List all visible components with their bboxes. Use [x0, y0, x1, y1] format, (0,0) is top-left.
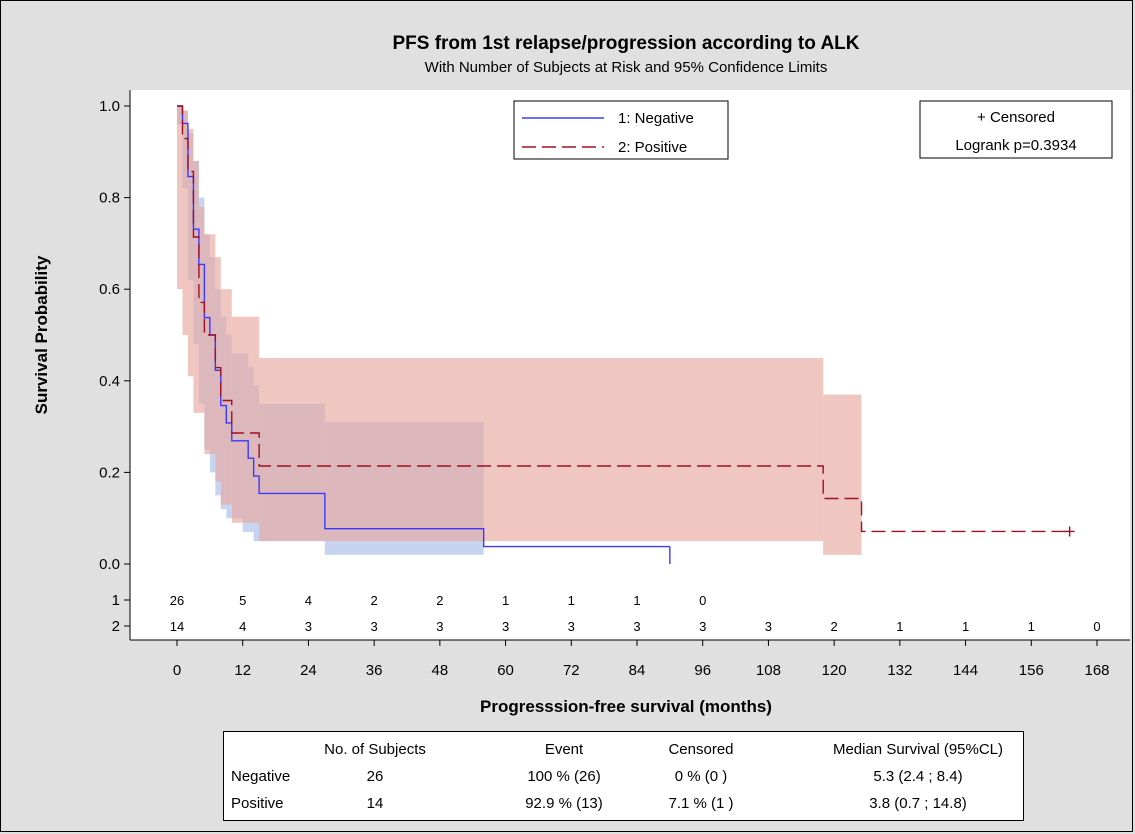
at-risk-value: 14 — [170, 619, 184, 634]
summary-cell: Positive — [231, 795, 284, 812]
x-tick-label: 24 — [300, 662, 317, 679]
at-risk-row-label: 1 — [112, 592, 120, 609]
x-tick-label: 168 — [1084, 662, 1109, 679]
summary-header: No. of Subjects — [324, 741, 426, 758]
summary-cell: 3.8 (0.7 ; 14.8) — [869, 795, 967, 812]
inset-frame — [919, 100, 1113, 159]
summary-cell: 92.9 % (13) — [525, 795, 603, 812]
y-tick-label: 0.0 — [99, 556, 120, 573]
x-tick-label: 36 — [366, 662, 383, 679]
x-tick-label: 132 — [887, 662, 912, 679]
summary-header: Censored — [668, 741, 733, 758]
inset-box: + Censored Logrank p=0.3934 — [919, 100, 1113, 159]
ci-band-2-segment — [220, 289, 232, 505]
at-risk-value: 3 — [633, 619, 640, 634]
at-risk-value: 1 — [568, 593, 575, 608]
summary-cell: 7.1 % (1 ) — [668, 795, 733, 812]
x-tick-label: 84 — [629, 662, 646, 679]
y-tick-label: 1.0 — [99, 98, 120, 115]
summary-table-frame — [223, 731, 1024, 821]
at-risk-table: 1 26 5 4 2 2 1 1 1 0 2 14 4 3 3 3 3 3 3 3 3 2 1 1 1 0 — [112, 592, 1101, 635]
y-tick-label: 0.4 — [99, 373, 120, 390]
km-chart: PFS from 1st relapse/progression accordi… — [32, 33, 1130, 716]
x-tick-label: 48 — [432, 662, 449, 679]
ci-band-2-segment — [193, 160, 199, 413]
summary-cell: 14 — [367, 795, 384, 812]
x-tick-label: 96 — [694, 662, 711, 679]
at-risk-value: 3 — [305, 619, 312, 634]
at-risk-value: 4 — [239, 619, 246, 634]
x-axis-area — [130, 582, 1130, 640]
ci-band-2-segment — [823, 394, 862, 555]
summary-cell: 26 — [367, 768, 384, 785]
ci-band-2-segment — [204, 234, 216, 455]
y-tick-label: 0.2 — [99, 464, 120, 481]
at-risk-value: 3 — [765, 619, 772, 634]
ci-band-2-segment — [177, 106, 183, 290]
x-tick-label: 108 — [756, 662, 781, 679]
x-tick-label: 144 — [953, 662, 978, 679]
at-risk-value: 1 — [633, 593, 640, 608]
ci-band-2-segment — [187, 128, 194, 377]
ci-band-2-segment — [231, 316, 260, 523]
at-risk-value: 0 — [699, 593, 706, 608]
legend-box — [513, 100, 729, 160]
summary-cell: 100 % (26) — [527, 768, 600, 785]
summary-cell: 5.3 (2.4 ; 8.4) — [873, 768, 962, 785]
legend-label-positive: 2: Positive — [618, 139, 687, 156]
at-risk-value: 2 — [371, 593, 378, 608]
at-risk-value: 5 — [239, 593, 246, 608]
legend-label-negative: 1: Negative — [618, 110, 694, 127]
at-risk-value: 2 — [831, 619, 838, 634]
at-risk-value: 3 — [436, 619, 443, 634]
ci-band-2-segment — [198, 206, 205, 413]
survival-curves — [177, 105, 1070, 564]
legend: 1: Negative 2: Positive — [513, 100, 729, 160]
x-tick-label: 12 — [234, 662, 251, 679]
at-risk-row-label: 2 — [112, 618, 120, 635]
at-risk-value: 26 — [170, 593, 184, 608]
at-risk-value: 3 — [568, 619, 575, 634]
y-tick-label: 0.8 — [99, 190, 120, 207]
at-risk-value: 3 — [502, 619, 509, 634]
summary-header: Median Survival (95%CL) — [833, 741, 1003, 758]
confidence-bands — [177, 106, 862, 555]
y-axis-label: Survival Probability — [32, 255, 51, 414]
x-tick-label: 72 — [563, 662, 580, 679]
x-tick-label: 120 — [822, 662, 847, 679]
x-axis-label: Progresssion-free survival (months) — [480, 697, 772, 716]
y-tick-label: 0.6 — [99, 281, 120, 298]
inset-censored-label: + Censored — [977, 109, 1055, 126]
at-risk-value: 3 — [699, 619, 706, 634]
at-risk-value: 0 — [1093, 619, 1100, 634]
x-tick-label: 156 — [1019, 662, 1044, 679]
x-tick-label: 60 — [497, 662, 514, 679]
censor-mark — [1064, 526, 1075, 537]
inset-logrank-label: Logrank p=0.3934 — [955, 137, 1076, 154]
summary-header: Event — [545, 741, 584, 758]
at-risk-value: 1 — [502, 593, 509, 608]
survival-curve-2 — [177, 105, 1070, 533]
y-axis-ticks: 0.0 0.2 0.4 0.6 0.8 1.0 — [99, 98, 130, 573]
at-risk-value: 4 — [305, 593, 312, 608]
summary-cells: No. of Subjects Event Censored Median Survi… — [231, 741, 1003, 812]
ci-band-2-segment — [182, 110, 188, 335]
censor-marks — [1064, 526, 1075, 537]
x-tick-label: 0 — [173, 662, 181, 679]
summary-cell: Negative — [231, 768, 290, 785]
chart-subtitle: With Number of Subjects at Risk and 95% … — [425, 59, 828, 76]
summary-table: No. of Subjects Event Censored Median Survi… — [223, 731, 1024, 821]
at-risk-value: 2 — [436, 593, 443, 608]
chart-title: PFS from 1st relapse/progression accordi… — [392, 33, 859, 54]
x-axis-ticks: 0 12 24 36 48 60 72 84 96 108 120 132 144 156 168 — [173, 640, 1110, 679]
summary-cell: 0 % (0 ) — [675, 768, 728, 785]
ci-band-2-segment — [259, 357, 824, 542]
at-risk-value: 1 — [896, 619, 903, 634]
ci-band-2-segment — [215, 257, 221, 482]
at-risk-value: 3 — [371, 619, 378, 634]
at-risk-value: 1 — [962, 619, 969, 634]
at-risk-value: 1 — [1028, 619, 1035, 634]
